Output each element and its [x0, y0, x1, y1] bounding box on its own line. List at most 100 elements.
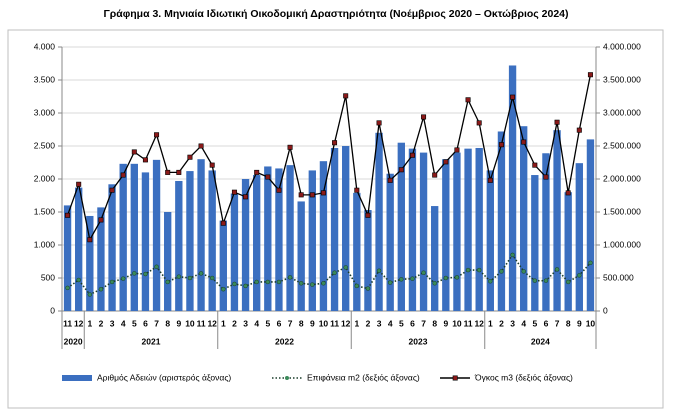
marker: [165, 279, 170, 285]
marker: [276, 187, 282, 193]
bar: [130, 163, 138, 311]
x-tick-label: 11: [197, 318, 206, 328]
legend-marker: [285, 376, 289, 380]
x-tick-label: 2: [366, 318, 371, 328]
marker: [220, 220, 226, 226]
x-tick-label: 1: [354, 318, 359, 328]
y-tick-label: 1.500: [34, 206, 56, 216]
marker: [131, 149, 137, 155]
x-tick-label: 12: [74, 318, 84, 328]
x-tick-label: 11: [330, 318, 339, 328]
x-tick-label: 1: [488, 318, 493, 328]
marker: [543, 278, 549, 283]
bar: [208, 170, 216, 311]
marker: [421, 114, 427, 120]
x-tick-label: 4: [254, 318, 259, 328]
x-tick-label: 7: [421, 318, 426, 328]
y-tick-label: 2.500: [34, 140, 56, 150]
bar: [253, 175, 261, 311]
marker: [142, 157, 148, 163]
marker: [120, 276, 126, 281]
bar: [297, 201, 305, 311]
bar: [108, 184, 116, 311]
x-tick-label: 10: [452, 318, 462, 328]
marker: [287, 275, 293, 280]
marker: [554, 267, 560, 272]
x-tick-label: 6: [544, 318, 549, 328]
marker: [577, 273, 582, 278]
year-label: 2022: [275, 336, 294, 346]
marker: [365, 286, 371, 291]
y-tick-label: 2.000: [34, 173, 56, 183]
marker: [165, 169, 171, 175]
marker: [354, 187, 360, 193]
y-tick-label: 4.000: [34, 41, 56, 51]
marker: [521, 269, 526, 274]
bar: [431, 206, 439, 311]
x-tick-label: 11: [464, 318, 473, 328]
marker: [254, 279, 259, 285]
marker: [243, 194, 249, 200]
x-tick-label: 6: [410, 318, 415, 328]
bar: [286, 165, 294, 311]
x-tick-label: 5: [399, 318, 404, 328]
y2-tick-label: 1.500.000: [603, 206, 641, 216]
bar: [219, 220, 227, 311]
bar: [397, 142, 405, 311]
marker: [532, 162, 538, 168]
marker: [187, 154, 193, 160]
y2-tick-label: 2.000.000: [603, 173, 641, 183]
marker: [254, 169, 260, 175]
x-tick-label: 9: [443, 318, 448, 328]
x-tick-label: 6: [143, 318, 148, 328]
bar: [319, 161, 328, 311]
x-tick-label: 8: [566, 318, 571, 328]
bar: [342, 146, 350, 311]
marker: [87, 292, 93, 297]
marker: [409, 152, 415, 158]
y2-tick-label: 500.000: [603, 272, 634, 282]
x-tick-label: 3: [110, 318, 115, 328]
bar: [553, 130, 561, 311]
bar: [564, 192, 572, 311]
marker: [421, 270, 426, 275]
marker: [243, 283, 248, 289]
marker: [198, 271, 204, 276]
x-tick-label: 1: [221, 318, 226, 328]
bar: [175, 180, 183, 311]
bar: [241, 179, 250, 311]
marker: [276, 279, 282, 285]
marker: [309, 192, 315, 198]
bar: [497, 131, 506, 311]
x-tick-label: 5: [532, 318, 537, 328]
x-tick-label: 5: [265, 318, 270, 328]
line: [66, 74, 592, 242]
bar: [75, 187, 83, 311]
marker: [65, 285, 70, 291]
bar: [152, 159, 161, 311]
y-tick-label: 3.500: [34, 74, 56, 84]
bar: [197, 159, 205, 311]
legend-label: Επιφάνεια m2 (δεξιός άξονας): [307, 372, 420, 382]
marker: [176, 169, 182, 175]
marker: [476, 120, 482, 126]
y-tick-label: 3.000: [34, 107, 56, 117]
bar: [186, 171, 194, 311]
marker: [498, 142, 504, 148]
marker: [587, 72, 593, 78]
bar: [141, 172, 150, 311]
x-tick-label: 10: [586, 318, 596, 328]
legend-swatch: [62, 375, 92, 381]
bar: [386, 173, 394, 311]
year-label: 2024: [531, 336, 550, 346]
bar: [364, 210, 372, 311]
x-tick-label: 4: [388, 318, 393, 328]
x-tick-label: 10: [319, 318, 329, 328]
marker: [143, 271, 148, 277]
marker: [154, 132, 160, 138]
y-tick-label: 500: [41, 272, 55, 282]
bar: [86, 215, 94, 311]
x-tick-label: 2: [232, 318, 237, 328]
y2-tick-label: 3.500.000: [603, 74, 641, 84]
